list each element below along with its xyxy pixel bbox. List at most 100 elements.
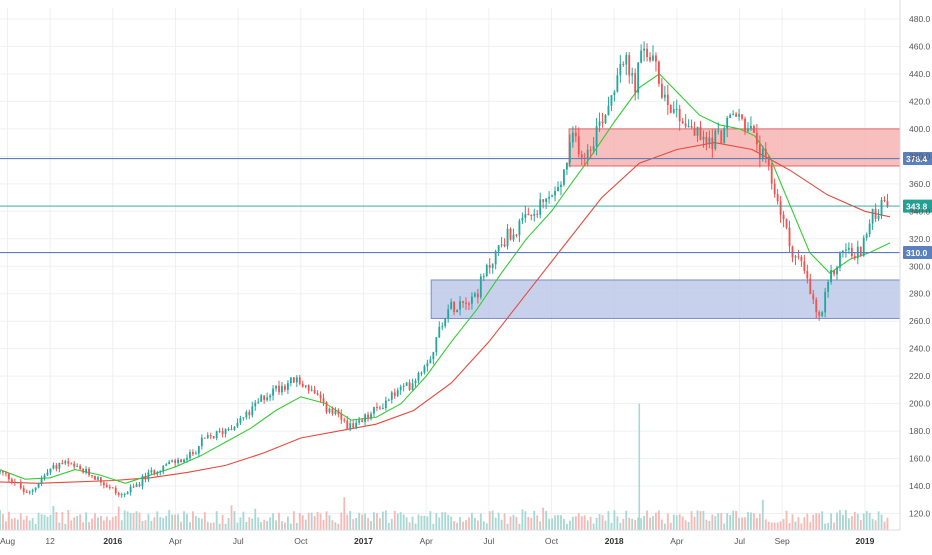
candle-body [242, 417, 245, 419]
candle [500, 237, 503, 248]
candle-body [761, 149, 764, 160]
volume-bar [459, 517, 461, 530]
candle [824, 287, 827, 318]
candle-body [269, 395, 272, 398]
candle-body [545, 198, 548, 202]
candle [491, 263, 494, 274]
candle [794, 254, 797, 266]
volume-bar [557, 514, 559, 530]
candle-body [55, 465, 58, 469]
candle-body [266, 397, 269, 400]
candle [310, 385, 313, 392]
volume-bar [865, 511, 868, 530]
volume-bar [539, 521, 542, 530]
volume-bar [732, 510, 735, 530]
volume-bar [61, 511, 64, 530]
volume-bar [675, 515, 678, 530]
candle-body [10, 479, 13, 482]
candle-body [120, 494, 123, 496]
candle-body [337, 410, 340, 414]
candle-body [491, 264, 494, 268]
candle-body [592, 146, 595, 151]
volume-bar [153, 517, 156, 530]
candle-body [625, 55, 628, 65]
candle [349, 420, 352, 432]
candle-body [298, 377, 301, 384]
candle-body [631, 73, 634, 76]
candle-body [0, 471, 1, 473]
candle [435, 336, 438, 356]
volume-bar [717, 513, 720, 530]
volume-bar [842, 514, 844, 530]
candle [542, 199, 545, 209]
candle-body [803, 261, 806, 271]
candle [379, 405, 381, 410]
candle-body [171, 460, 174, 462]
candle [471, 292, 473, 310]
candle-body [717, 130, 720, 132]
candle-body [257, 401, 260, 403]
x-tick-label: 2016 [103, 536, 122, 546]
candle [432, 351, 435, 365]
candle-body [818, 312, 821, 316]
candle [25, 489, 28, 493]
y-tick-label: 380.0 [909, 151, 931, 161]
candle [257, 398, 260, 405]
volume-bar [491, 510, 494, 530]
candle [429, 356, 432, 364]
volume-bar [233, 511, 236, 530]
y-tick-label: 180.0 [909, 426, 931, 436]
candle-body [88, 468, 90, 476]
candle [343, 417, 346, 423]
candle [438, 321, 441, 339]
candle-body [500, 244, 503, 246]
volume-bar [631, 518, 634, 530]
candle [43, 473, 46, 481]
candle-body [767, 156, 770, 166]
volume-bar [821, 511, 824, 530]
candle-body [485, 265, 488, 276]
candle [295, 375, 298, 388]
candle [515, 234, 518, 238]
candle [770, 162, 773, 190]
candle [212, 435, 215, 439]
volume-bar [666, 513, 669, 530]
volume-bar [536, 515, 539, 530]
candle-body [46, 472, 49, 476]
candle-body [518, 220, 521, 236]
candle-body [821, 312, 824, 316]
candle [800, 255, 803, 267]
candle [874, 203, 877, 223]
candle [346, 416, 349, 431]
candle [73, 460, 76, 470]
candle-body [530, 214, 533, 216]
candle-body [192, 452, 194, 455]
candle [530, 214, 533, 221]
candle [711, 129, 714, 158]
candle [717, 122, 720, 135]
candle-body [159, 471, 162, 473]
volume-bar [94, 513, 96, 530]
volume-bar [622, 518, 625, 530]
volume-bar [135, 511, 138, 530]
candle-body [672, 109, 675, 113]
volume-bar [168, 510, 171, 530]
volume-bar [286, 516, 289, 530]
candle-body [607, 105, 610, 116]
candle [859, 246, 862, 258]
volume-bar [328, 515, 331, 530]
volume-bar [788, 523, 791, 530]
y-tick-label: 400.0 [909, 124, 931, 134]
volume-bar [10, 518, 13, 530]
volume-bar [726, 513, 729, 530]
candle-body [666, 94, 669, 105]
candle-body [82, 468, 85, 473]
volume-bar [592, 523, 595, 530]
candle-body [696, 126, 699, 136]
volume-bar [343, 497, 346, 530]
volume-bar [358, 512, 361, 530]
candle-body [379, 407, 381, 409]
volume-bar [637, 517, 640, 530]
